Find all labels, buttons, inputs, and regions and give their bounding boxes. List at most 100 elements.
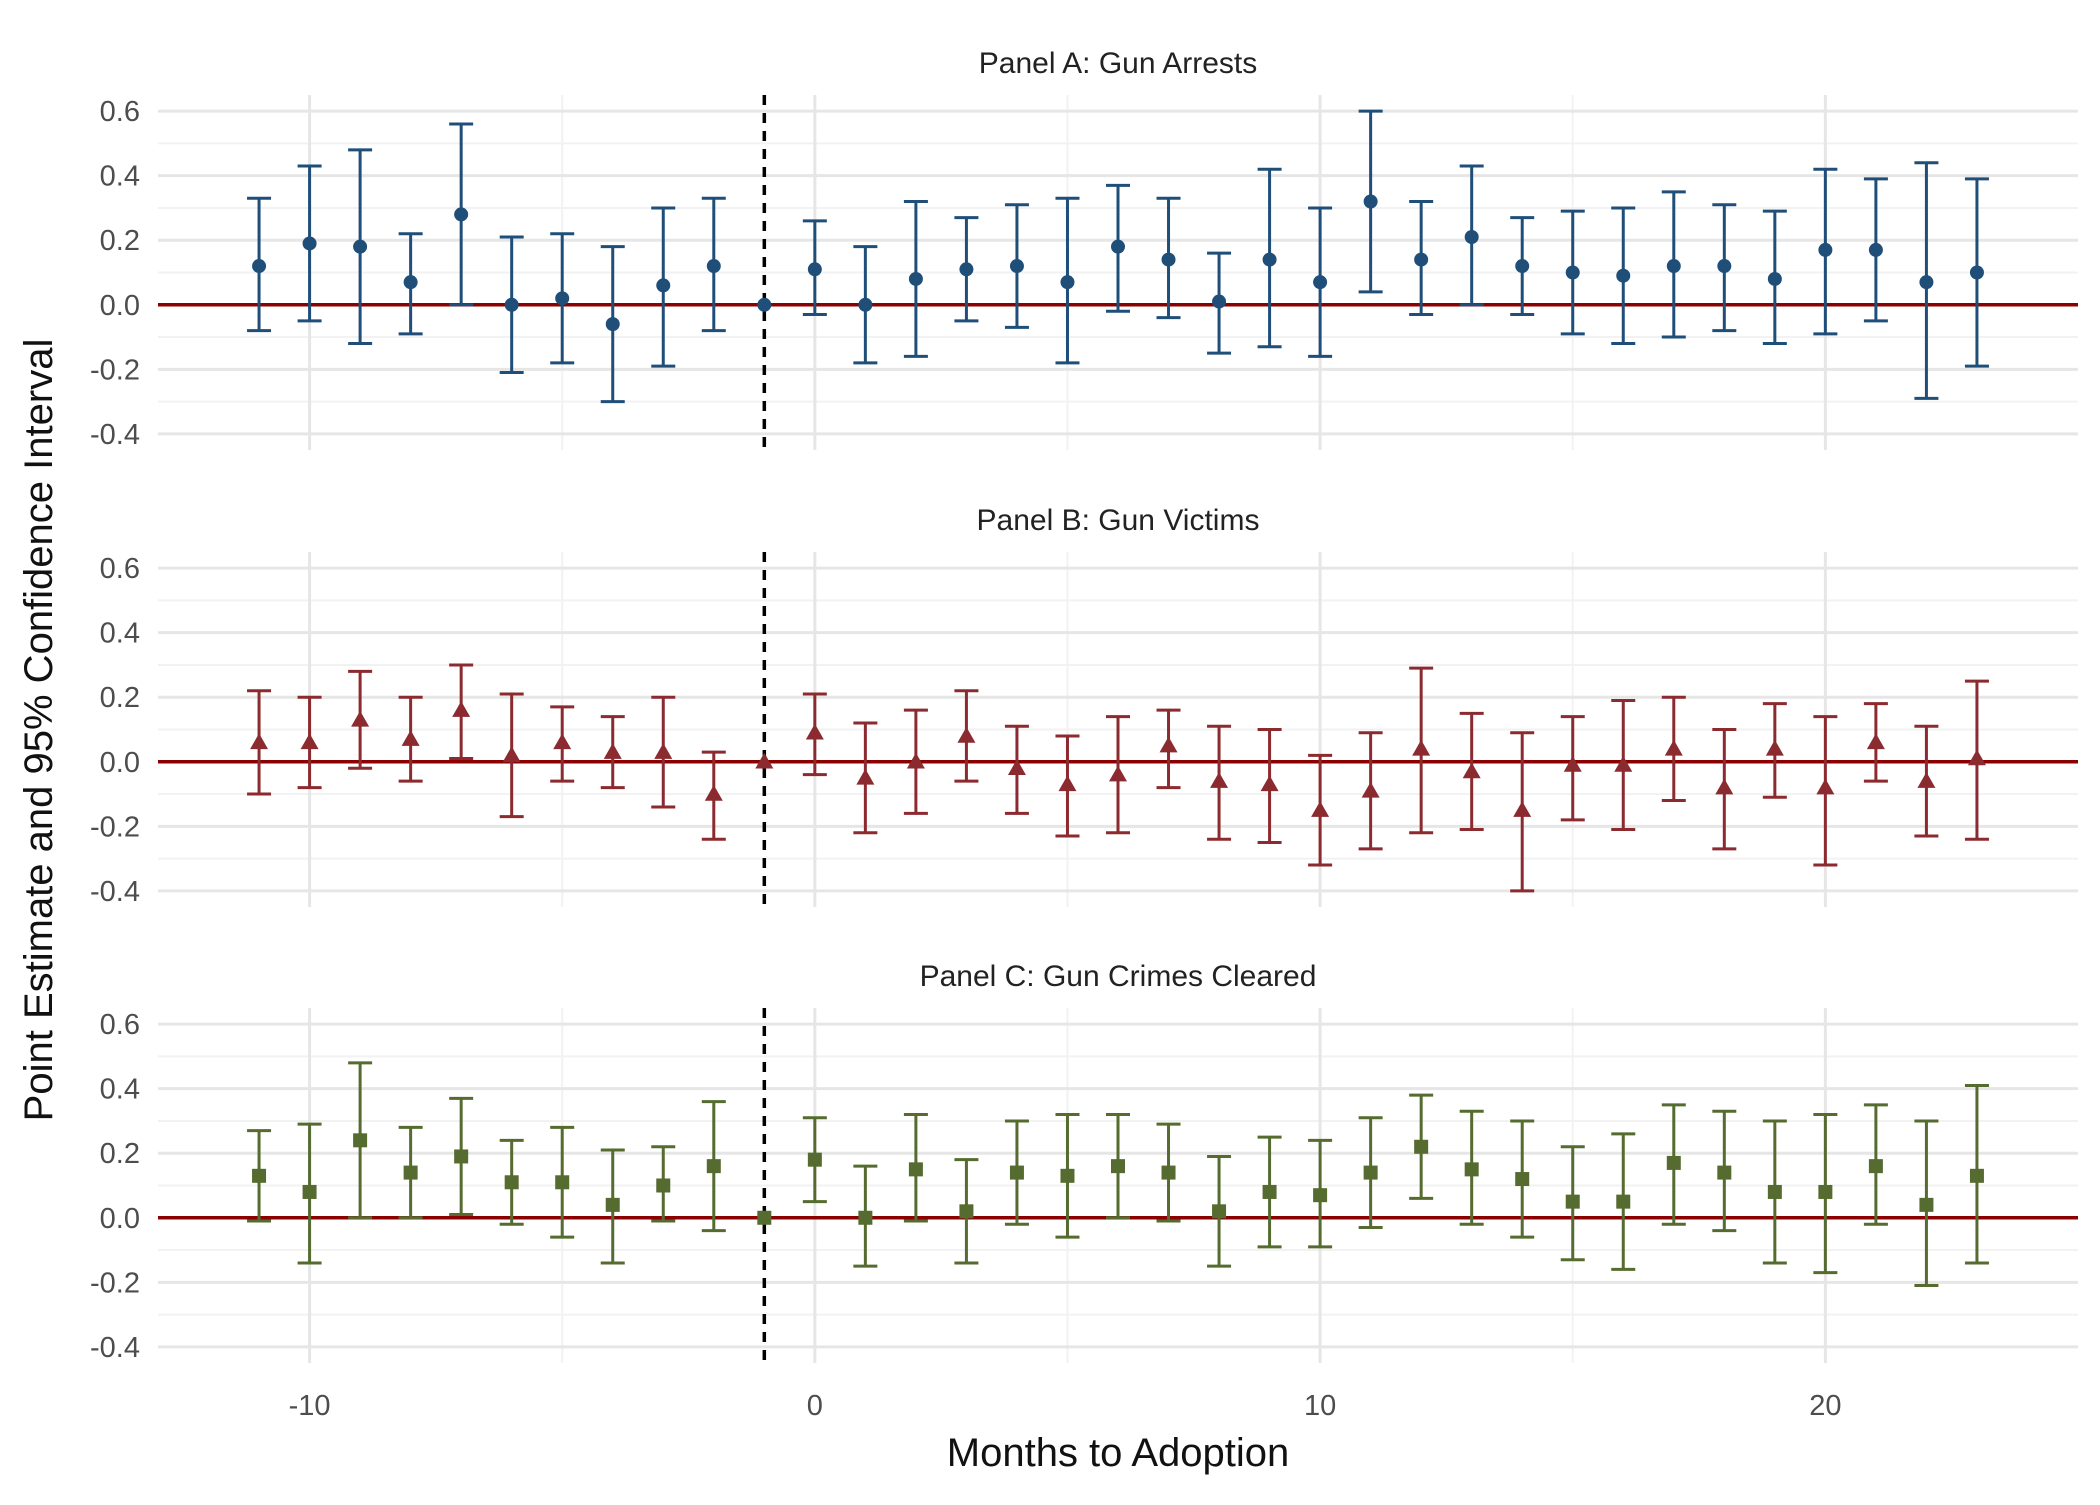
point-estimate [403, 1165, 418, 1180]
point-estimate [757, 297, 772, 312]
point-estimate [1816, 778, 1835, 795]
point-estimate [250, 733, 269, 750]
point-estimate [757, 1210, 772, 1225]
point-estimate [553, 733, 572, 750]
panel-title: Panel A: Gun Arrests [979, 47, 1257, 80]
point-estimate [1818, 242, 1833, 257]
point-estimate [555, 291, 570, 306]
y-tick-label: 0.0 [100, 290, 140, 322]
x-tick-label: 20 [1809, 1390, 1841, 1422]
point-estimate [1313, 275, 1328, 290]
point-estimate [1565, 1194, 1580, 1209]
y-tick-label: 0.2 [100, 682, 140, 714]
point-estimate [1260, 775, 1279, 792]
point-estimate [858, 1210, 873, 1225]
point-estimate [1464, 230, 1479, 244]
point-estimate [908, 271, 923, 286]
point-estimate [1818, 1184, 1833, 1199]
panel-title: Panel C: Gun Crimes Cleared [920, 960, 1317, 993]
point-estimate [704, 785, 723, 801]
point-estimate [1262, 1184, 1277, 1199]
y-tick-label: -0.4 [90, 876, 140, 908]
point-estimate [1361, 781, 1380, 798]
point-estimate [1210, 772, 1229, 788]
point-estimate [1767, 1184, 1782, 1199]
point-estimate [1159, 736, 1178, 753]
point-estimate [1717, 1165, 1732, 1180]
point-estimate [908, 1162, 923, 1177]
point-estimate [252, 1168, 267, 1183]
point-estimate [654, 743, 673, 759]
point-estimate [656, 1178, 671, 1193]
point-estimate [1363, 1165, 1378, 1180]
point-estimate [504, 297, 519, 312]
point-estimate [1311, 801, 1330, 817]
y-tick-label: -0.2 [90, 1267, 140, 1299]
point-estimate [1868, 1159, 1883, 1174]
point-estimate [959, 262, 974, 277]
point-estimate [1111, 239, 1125, 254]
point-estimate [502, 746, 521, 763]
point-estimate [1109, 765, 1127, 782]
point-estimate [1414, 1139, 1429, 1154]
point-estimate [1969, 1168, 1984, 1183]
point-estimate [1717, 259, 1732, 274]
point-estimate [1058, 775, 1077, 792]
point-estimate [1111, 1159, 1125, 1174]
point-estimate [403, 275, 418, 290]
x-tick-label: -10 [289, 1390, 331, 1422]
point-estimate [755, 752, 774, 769]
y-tick-label: 0.4 [100, 618, 140, 650]
panel-title: Panel B: Gun Victims [977, 504, 1260, 537]
point-estimate [1664, 739, 1683, 756]
x-tick-label: 10 [1304, 1390, 1336, 1422]
point-estimate [1161, 252, 1176, 267]
point-estimate [605, 1197, 620, 1212]
point-estimate [1462, 762, 1481, 779]
point-estimate [1666, 259, 1681, 274]
point-estimate [603, 743, 622, 759]
point-estimate [1715, 778, 1734, 795]
point-estimate [1616, 268, 1631, 283]
point-estimate [353, 1133, 368, 1148]
y-tick-label: 0.6 [100, 553, 140, 585]
x-axis-label: Months to Adoption [947, 1431, 1289, 1475]
point-estimate [452, 701, 471, 717]
point-estimate [1917, 772, 1936, 788]
point-estimate [1616, 1194, 1631, 1209]
point-estimate [1412, 739, 1431, 756]
point-estimate [856, 768, 875, 785]
point-estimate [1009, 1165, 1024, 1180]
point-estimate [1919, 1197, 1934, 1212]
y-tick-label: 0.0 [100, 747, 140, 779]
point-estimate [1212, 294, 1227, 309]
point-estimate [906, 752, 925, 769]
point-estimate [1919, 275, 1934, 290]
point-estimate [1563, 756, 1582, 772]
y-tick-label: 0.4 [100, 161, 140, 193]
y-axis-label: Point Estimate and 95% Confidence Interv… [17, 339, 61, 1122]
point-estimate [807, 1152, 822, 1167]
point-estimate [656, 278, 671, 293]
y-tick-label: 0.4 [100, 1074, 140, 1106]
y-tick-label: -0.4 [90, 419, 140, 451]
y-tick-label: -0.2 [90, 811, 140, 843]
point-estimate [1212, 1204, 1227, 1219]
point-estimate [1969, 265, 1984, 280]
point-estimate [1767, 271, 1782, 286]
point-estimate [1967, 749, 1986, 766]
point-estimate [957, 726, 976, 743]
point-estimate [706, 1159, 721, 1174]
point-estimate [1866, 733, 1885, 750]
point-estimate [1666, 1155, 1681, 1170]
point-estimate [1313, 1188, 1328, 1203]
point-estimate [1464, 1162, 1479, 1177]
point-estimate [300, 733, 319, 750]
point-estimate [454, 207, 469, 222]
point-estimate [1007, 759, 1026, 775]
point-estimate [605, 317, 620, 332]
point-estimate [1515, 259, 1530, 274]
y-tick-label: -0.4 [90, 1332, 140, 1364]
point-estimate [1614, 756, 1633, 772]
